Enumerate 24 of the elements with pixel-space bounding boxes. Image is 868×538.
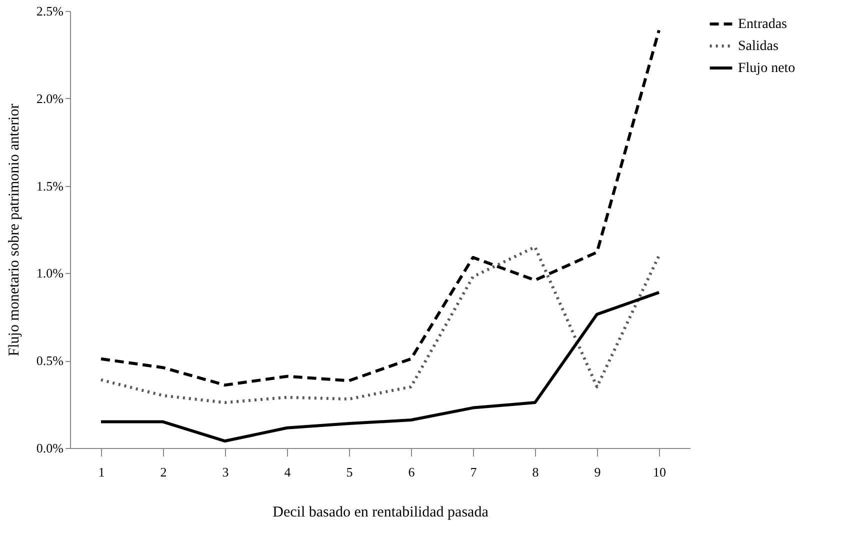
- legend-label: Salidas: [738, 39, 778, 54]
- line-series: [100, 290, 660, 443]
- legend-label: Entradas: [738, 17, 787, 32]
- x-tick-label: 5: [346, 464, 353, 480]
- y-tick-label: 1.5%: [36, 178, 64, 194]
- x-tick-label: 10: [653, 464, 666, 480]
- x-tick-label: 9: [594, 464, 601, 480]
- x-tick-label: 2: [160, 464, 167, 480]
- y-tick-label: 2.0%: [36, 90, 64, 106]
- y-axis-title: Flujo monetario sobre patrimonio anterior: [6, 104, 22, 356]
- x-axis-title: Decil basado en rentabilidad pasada: [272, 504, 489, 520]
- x-tick-label: 7: [470, 464, 478, 480]
- y-tick-label: 0.0%: [36, 440, 64, 456]
- x-tick-label: 4: [284, 464, 292, 480]
- y-tick-label: 0.5%: [36, 353, 64, 368]
- x-tick-label: 3: [222, 464, 229, 480]
- y-tick-label: 1.0%: [36, 266, 64, 281]
- y-tick-label: 2.5%: [36, 4, 64, 18]
- x-tick-label: 6: [408, 464, 416, 480]
- line-series: [100, 28, 660, 387]
- line-series: [100, 245, 660, 404]
- x-tick-label: 1: [98, 464, 105, 480]
- legend-label: Flujo neto: [738, 61, 796, 76]
- x-tick-label: 8: [532, 464, 539, 480]
